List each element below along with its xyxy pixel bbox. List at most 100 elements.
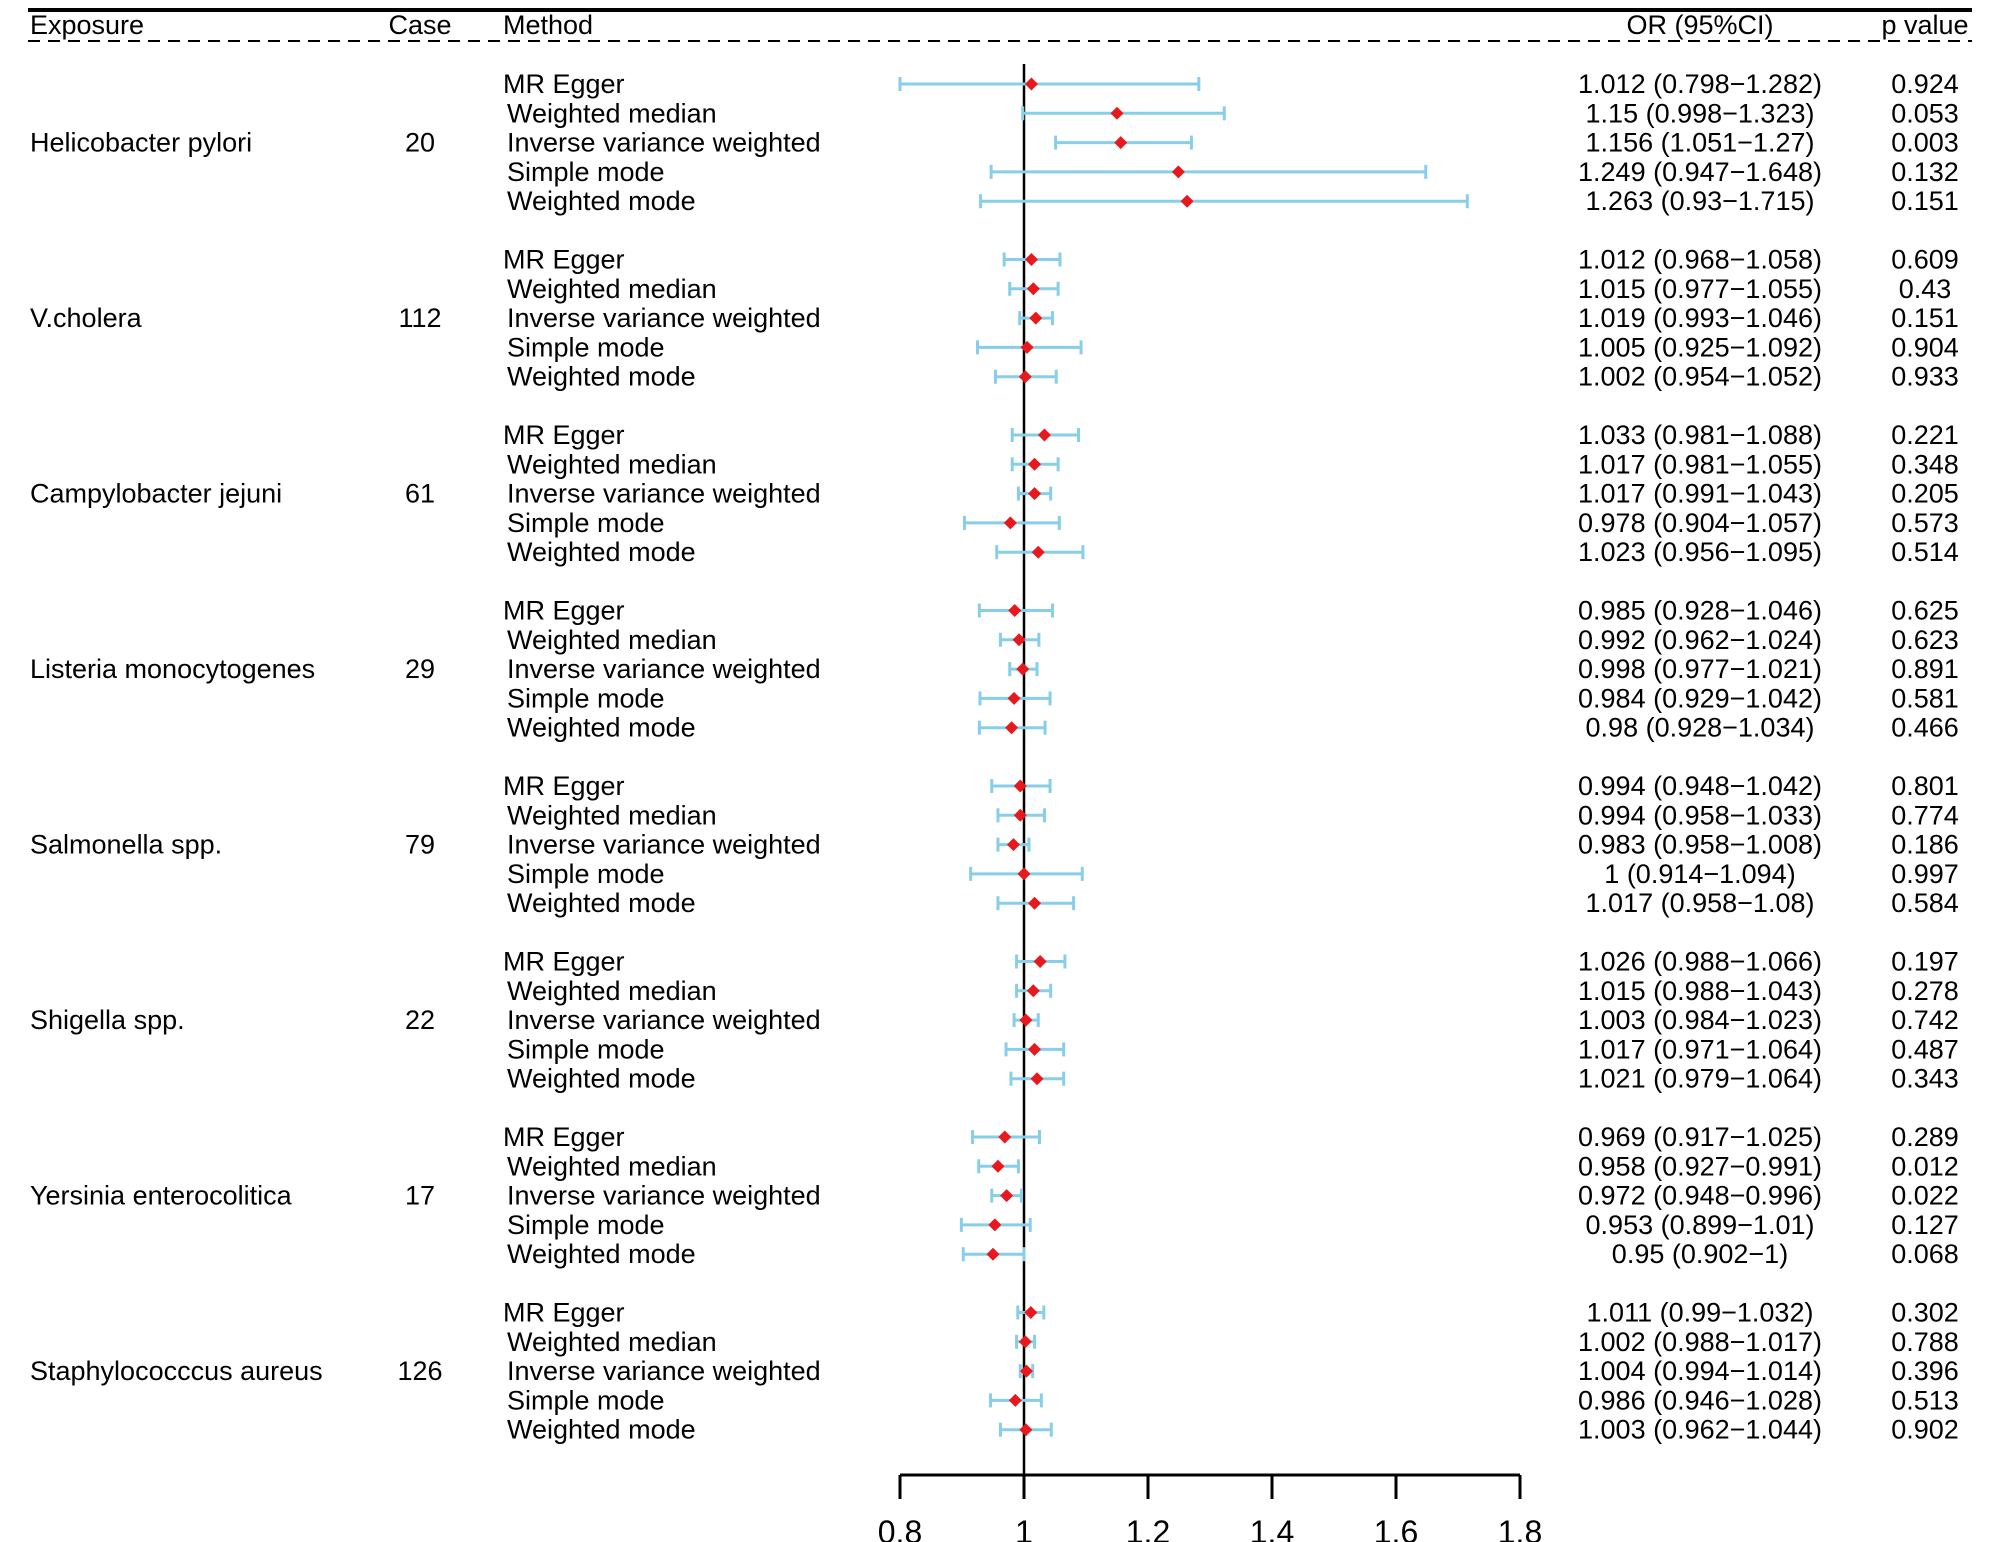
point-estimate	[1110, 106, 1124, 120]
x-axis: 0.8 1 1.2 1.4 1.6 1.8	[878, 1473, 1542, 1542]
p-value: 0.997	[1891, 859, 1959, 889]
p-value: 0.466	[1891, 713, 1959, 743]
or-ci-value: 0.958 (0.927−0.991)	[1578, 1151, 1822, 1181]
or-ci-value: 1.249 (0.947−1.648)	[1578, 157, 1822, 187]
exposure-label: Helicobacter pylori	[30, 128, 252, 158]
method-label: Weighted mode	[507, 713, 696, 743]
p-value: 0.278	[1891, 976, 1959, 1006]
point-estimate	[1026, 282, 1040, 296]
method-label: Weighted median	[507, 98, 717, 128]
point-estimate	[1008, 604, 1022, 617]
p-value: 0.487	[1891, 1034, 1959, 1064]
or-ci-value: 0.972 (0.948−0.996)	[1578, 1181, 1822, 1211]
point-estimate	[1018, 1335, 1032, 1349]
p-value: 0.221	[1891, 420, 1959, 450]
or-ci-value: 1.017 (0.991−1.043)	[1578, 479, 1822, 509]
header-case: Case	[388, 10, 451, 40]
point-estimate	[1171, 165, 1185, 179]
point-estimate	[1017, 867, 1031, 881]
p-value: 0.186	[1891, 830, 1959, 860]
or-ci-value: 1.004 (0.994−1.014)	[1578, 1356, 1822, 1386]
method-label: Weighted mode	[507, 888, 696, 918]
p-value: 0.151	[1891, 186, 1959, 216]
point-estimate	[1026, 984, 1040, 998]
point-estimate	[1028, 487, 1042, 501]
or-ci-value: 1.017 (0.958−1.08)	[1586, 888, 1815, 918]
method-label: Weighted median	[507, 1327, 717, 1357]
method-label: MR Egger	[503, 947, 625, 977]
method-label: Weighted mode	[507, 186, 696, 216]
point-estimate	[1018, 370, 1032, 384]
p-value: 0.933	[1891, 362, 1959, 392]
or-ci-value: 0.986 (0.946−1.028)	[1578, 1385, 1822, 1415]
or-ci-value: 1.033 (0.981−1.088)	[1578, 420, 1822, 450]
p-value: 0.289	[1891, 1122, 1959, 1152]
header-or-ci: OR (95%CI)	[1626, 10, 1773, 40]
p-value: 0.788	[1891, 1327, 1959, 1357]
p-value: 0.053	[1891, 98, 1959, 128]
method-label: Weighted mode	[507, 1415, 696, 1445]
point-estimate	[1003, 516, 1017, 530]
or-ci-value: 0.978 (0.904−1.057)	[1578, 508, 1822, 538]
or-ci-value: 1.002 (0.954−1.052)	[1578, 362, 1822, 392]
or-ci-value: 1.021 (0.979−1.064)	[1578, 1064, 1822, 1094]
exposure-label: Staphylococccus aureus	[30, 1356, 323, 1386]
p-value: 0.132	[1891, 157, 1959, 187]
p-value: 0.623	[1891, 625, 1959, 655]
or-ci-value: 0.98 (0.928−1.034)	[1586, 713, 1815, 743]
header-exposure: Exposure	[30, 10, 144, 40]
method-label: MR Egger	[503, 1122, 625, 1152]
method-label: Simple mode	[507, 157, 665, 187]
x-tick-label: 1.2	[1126, 1514, 1170, 1542]
exposure-label: Shigella spp.	[30, 1005, 185, 1035]
p-value: 0.584	[1891, 888, 1959, 918]
or-ci-value: 1.026 (0.988−1.066)	[1578, 947, 1822, 977]
x-tick-label: 1.4	[1250, 1514, 1294, 1542]
p-value: 0.151	[1891, 303, 1959, 333]
case-count: 17	[405, 1181, 435, 1211]
or-ci-value: 0.985 (0.928−1.046)	[1578, 596, 1822, 626]
x-tick-label: 1.8	[1498, 1514, 1542, 1542]
p-value: 0.891	[1891, 654, 1959, 684]
method-label: Weighted median	[507, 800, 717, 830]
or-ci-value: 1.015 (0.977−1.055)	[1578, 274, 1822, 304]
method-label: Inverse variance weighted	[507, 1181, 821, 1211]
point-estimate	[1024, 1306, 1038, 1319]
p-value: 0.396	[1891, 1356, 1959, 1386]
method-label: Inverse variance weighted	[507, 128, 821, 158]
method-label: Simple mode	[507, 683, 665, 713]
p-value: 0.003	[1891, 128, 1959, 158]
case-count: 22	[405, 1005, 435, 1035]
p-value: 0.068	[1891, 1239, 1959, 1269]
p-value: 0.127	[1891, 1210, 1959, 1240]
method-label: Simple mode	[507, 332, 665, 362]
method-label: Weighted mode	[507, 1064, 696, 1094]
point-estimate	[1028, 457, 1042, 471]
method-label: Inverse variance weighted	[507, 654, 821, 684]
exposure-label: Campylobacter jejuni	[30, 479, 282, 509]
or-ci-value: 1.003 (0.984−1.023)	[1578, 1005, 1822, 1035]
method-label: MR Egger	[503, 1298, 625, 1328]
method-label: Weighted median	[507, 625, 717, 655]
point-estimate	[1028, 1042, 1042, 1056]
p-value: 0.022	[1891, 1181, 1959, 1211]
or-ci-value: 1.002 (0.988−1.017)	[1578, 1327, 1822, 1357]
point-estimate	[1024, 77, 1038, 91]
p-value: 0.573	[1891, 508, 1959, 538]
or-ci-value: 1.023 (0.956−1.095)	[1578, 537, 1822, 567]
or-ci-value: 1.015 (0.988−1.043)	[1578, 976, 1822, 1006]
p-value: 0.43	[1899, 274, 1952, 304]
case-count: 29	[405, 654, 435, 684]
x-tick-label: 1.6	[1374, 1514, 1418, 1542]
or-ci-value: 1.15 (0.998−1.323)	[1586, 98, 1815, 128]
p-value: 0.348	[1891, 449, 1959, 479]
header-method: Method	[503, 10, 593, 40]
point-estimate	[1037, 428, 1051, 442]
p-value: 0.514	[1891, 537, 1959, 567]
p-value: 0.302	[1891, 1298, 1959, 1328]
method-label: Weighted median	[507, 976, 717, 1006]
method-label: Inverse variance weighted	[507, 303, 821, 333]
p-value: 0.625	[1891, 596, 1959, 626]
p-value: 0.205	[1891, 479, 1959, 509]
